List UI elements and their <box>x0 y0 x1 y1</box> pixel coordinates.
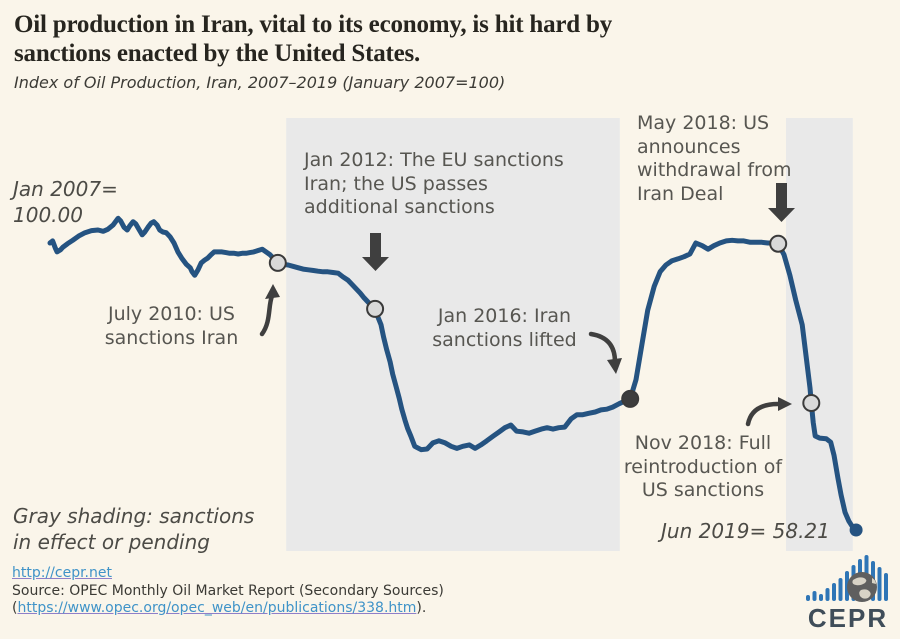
annotation-jan-2012: Jan 2012: The EU sanctions Iran; the US … <box>304 149 564 219</box>
opec-link[interactable]: https://www.opec.org/opec_web/en/publica… <box>17 600 417 616</box>
annotation-may-2018: May 2018: US announces withdrawal from I… <box>637 112 792 205</box>
annotation-arrows <box>259 183 795 427</box>
sanctions-shading-regions <box>286 118 853 551</box>
footer-cepr-link-row: http://cepr.net <box>12 565 444 583</box>
annotation-jul-2010: July 2010: US sanctions Iran <box>104 303 239 349</box>
may-2018-arrow-icon <box>768 183 795 222</box>
nov-2018-arrow-icon <box>745 397 792 427</box>
page-title: Oil production in Iran, vital to its eco… <box>14 10 612 69</box>
production-index-line <box>47 215 859 533</box>
jan-2016-arrow-icon <box>588 331 622 374</box>
jul-2010-arrow-icon <box>259 284 280 337</box>
page-subtitle: Index of Oil Production, Iran, 2007–2019… <box>14 73 506 92</box>
page-title-line1: Oil production in Iran, vital to its eco… <box>14 11 613 38</box>
event-markers <box>268 234 863 537</box>
footer-source-row: Source: OPEC Monthly Oil Market Report (… <box>12 582 444 599</box>
globe-icon <box>847 572 877 602</box>
annotation-nov-2018: Nov 2018: Full reintroduction of US sanc… <box>623 432 783 502</box>
annotation-jan-2007-start-value: Jan 2007= 100.00 <box>13 177 118 227</box>
page-title-line2: sanctions enacted by the United States. <box>14 40 421 68</box>
jan-2012-arrow-icon <box>362 233 389 271</box>
cepr-link[interactable]: http://cepr.net <box>12 565 112 581</box>
cepr-logo-text: CEPR <box>807 603 889 633</box>
annotation-jan-2016: Jan 2016: Iran sanctions lifted <box>432 305 577 351</box>
cepr-logo-icon <box>806 555 888 602</box>
annotation-gray-shading-legend: Gray shading: sanctions in effect or pen… <box>13 504 255 555</box>
cepr-logo: CEPR <box>806 554 890 634</box>
footer: http://cepr.net Source: OPEC Monthly Oil… <box>12 565 444 618</box>
footer-opec-link-row: (https://www.opec.org/opec_web/en/public… <box>12 600 427 616</box>
annotation-jun-2019-end-value: Jun 2019= 58.21 <box>661 519 830 543</box>
